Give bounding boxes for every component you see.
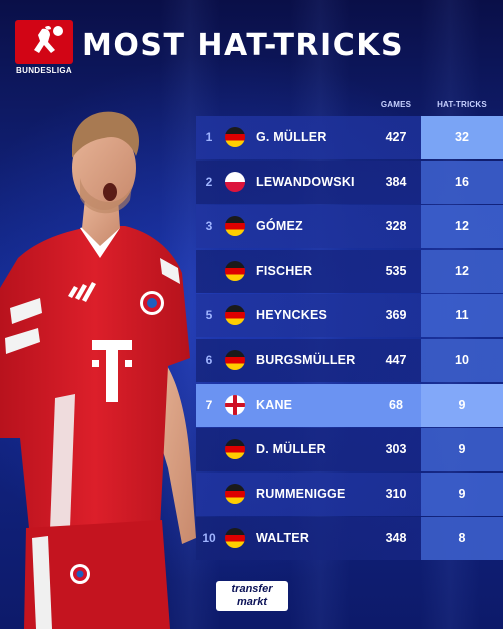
games-value: 328	[385, 219, 407, 234]
games-value: 348	[385, 531, 407, 546]
games-value: 369	[385, 308, 407, 323]
row-rank: 2	[205, 174, 213, 189]
bundesliga-logo-icon	[15, 20, 73, 64]
row-rank: 3	[205, 219, 213, 234]
hattricks-value: 12	[421, 249, 503, 293]
table-row: 5 HEYNCKES 369 11	[196, 294, 503, 338]
hattricks-value: 9	[421, 472, 503, 516]
bundesliga-wordmark: BUNDESLIGA	[16, 66, 72, 75]
table-row: 3 GÓMEZ 328 12	[196, 205, 503, 249]
games-value: 447	[385, 352, 407, 367]
table-row: 10 WALTER 348 8	[196, 517, 503, 561]
table-row: D. MÜLLER 303 9	[196, 428, 503, 472]
hattricks-value: 9	[421, 383, 503, 427]
poland-flag-icon	[225, 171, 245, 192]
table-row: 1 G. MÜLLER 427 32	[196, 116, 503, 159]
games-value: 427	[385, 130, 407, 144]
hattricks-value: 16	[421, 160, 503, 204]
table-row: RUMMENIGGE 310 9	[196, 472, 503, 516]
hattricks-value: 9	[421, 428, 503, 472]
games-value: 535	[385, 263, 407, 278]
player-name: WALTER	[256, 531, 310, 546]
row-rank	[200, 428, 218, 471]
germany-flag-icon	[225, 528, 245, 549]
games-value: 68	[389, 397, 403, 412]
germany-flag-icon	[225, 260, 245, 281]
player-name: LEWANDOWSKI	[256, 174, 355, 189]
transfermarkt-wordmark-line2: markt	[237, 596, 267, 608]
hattricks-value: 11	[421, 294, 503, 338]
table-row: FISCHER 535 12	[196, 249, 503, 293]
germany-flag-icon	[225, 483, 245, 504]
row-rank: 5	[205, 308, 213, 323]
transfermarkt-logo: transfer markt	[216, 581, 288, 611]
england-flag-icon	[225, 394, 245, 415]
player-name: HEYNCKES	[256, 308, 328, 323]
germany-flag-icon	[225, 439, 245, 460]
player-name: BURGSMÜLLER	[256, 352, 356, 367]
player-figure	[0, 108, 205, 629]
column-header-games: GAMES	[380, 100, 412, 109]
hattricks-table: 1 G. MÜLLER 427 32 2 LEWANDOWSKI 384 16 3 GÓMEZ 32…	[196, 116, 503, 562]
row-rank: 10	[202, 531, 216, 546]
row-rank	[200, 473, 218, 516]
table-row: 6 BURGSMÜLLER 447 10	[196, 338, 503, 382]
player-name: KANE	[256, 397, 293, 412]
column-header-hattricks: HAT-TRICKS	[437, 100, 487, 109]
hattricks-value: 32	[421, 116, 503, 159]
germany-flag-icon	[225, 305, 245, 326]
germany-flag-icon	[225, 216, 245, 237]
row-rank: 7	[205, 397, 213, 412]
player-name: GÓMEZ	[256, 219, 303, 234]
table-row: 7 KANE 68 9	[196, 383, 503, 427]
row-rank	[200, 250, 218, 293]
transfermarkt-wordmark-line1: transfer	[231, 583, 273, 595]
games-value: 384	[385, 174, 407, 189]
hattricks-value: 10	[421, 338, 503, 382]
bundesliga-logo: BUNDESLIGA	[15, 20, 73, 76]
hattricks-value: 12	[421, 205, 503, 249]
row-rank: 6	[205, 352, 213, 367]
player-name: D. MÜLLER	[256, 442, 326, 457]
germany-flag-icon	[225, 127, 245, 147]
player-name: G. MÜLLER	[256, 130, 327, 144]
player-name: FISCHER	[256, 263, 313, 278]
page-title: MOST HAT-TRICKS	[82, 28, 405, 63]
games-value: 310	[385, 486, 407, 501]
hattricks-value: 8	[421, 517, 503, 561]
germany-flag-icon	[225, 349, 245, 370]
row-rank: 1	[205, 130, 213, 144]
table-row: 2 LEWANDOWSKI 384 16	[196, 160, 503, 204]
games-value: 303	[385, 442, 407, 457]
player-name: RUMMENIGGE	[256, 486, 346, 501]
